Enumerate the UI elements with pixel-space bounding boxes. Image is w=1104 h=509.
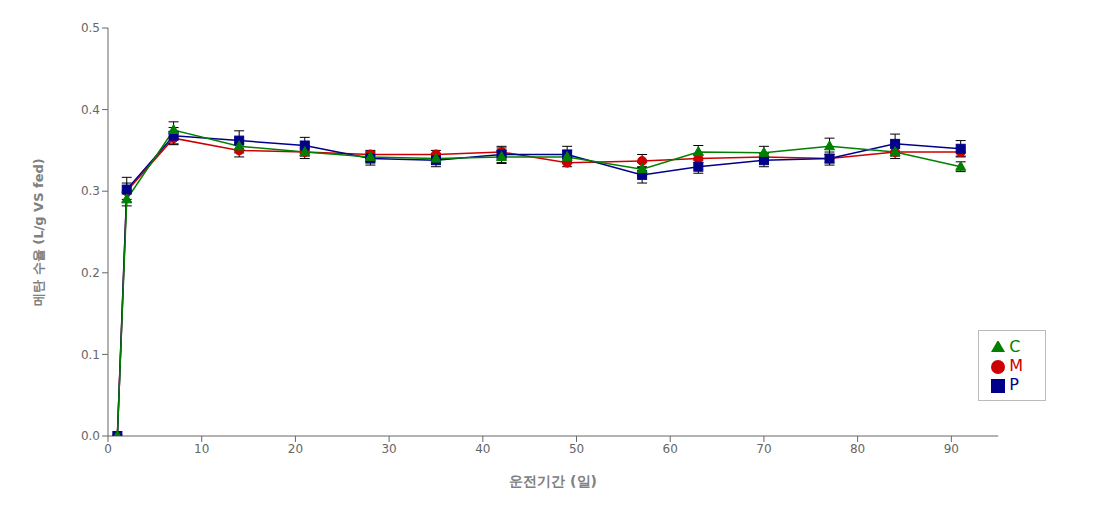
svg-text:10: 10: [194, 442, 209, 456]
html-text:C: C: [1009, 337, 1021, 356]
svg-text:20: 20: [288, 442, 303, 456]
svg-text:메탄 수율 (L/g VS fed): 메탄 수율 (L/g VS fed): [31, 158, 46, 306]
svg-text:60: 60: [663, 442, 678, 456]
svg-text:0.0: 0.0: [81, 429, 100, 443]
svg-text:70: 70: [756, 442, 771, 456]
svg-text:0.5: 0.5: [81, 21, 100, 35]
svg-text:40: 40: [475, 442, 490, 456]
svg-text:0.4: 0.4: [81, 103, 100, 117]
svg-text:30: 30: [381, 442, 396, 456]
svg-text:운전기간 (일): 운전기간 (일): [509, 473, 597, 489]
svg-text:0.2: 0.2: [81, 266, 100, 280]
html-text:M: M: [1009, 356, 1023, 375]
svg-text:0.1: 0.1: [81, 348, 100, 362]
svg-text:80: 80: [850, 442, 865, 456]
svg-text:0.3: 0.3: [81, 184, 100, 198]
svg-text:0: 0: [104, 442, 112, 456]
svg-text:90: 90: [944, 442, 959, 456]
html-text:P: P: [1009, 375, 1019, 394]
svg-text:50: 50: [569, 442, 584, 456]
